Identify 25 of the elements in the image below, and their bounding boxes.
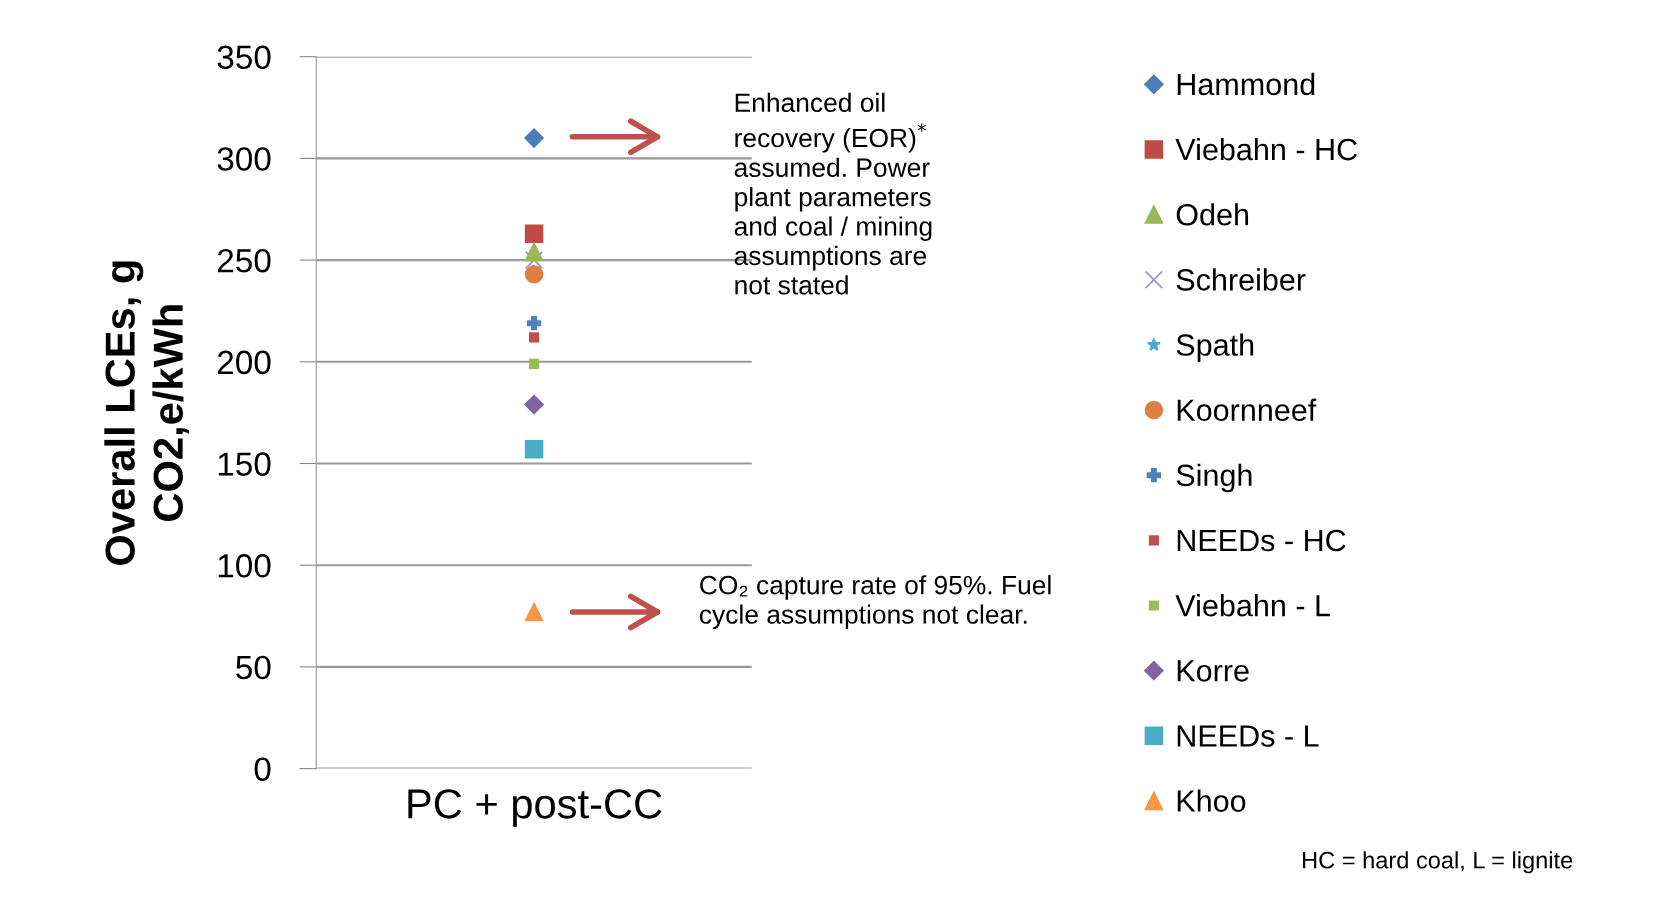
legend-label: Spath: [1176, 333, 1254, 362]
y-tick-label: 50: [236, 655, 271, 680]
annotation: CO₂ capture rate of 95%. Fuel cycle assumptions not clear.: [699, 575, 1051, 630]
legend-label: NEEDs - HC: [1177, 529, 1346, 552]
y-tick-label: 0: [254, 757, 271, 782]
y-tick-label: 350: [217, 45, 271, 70]
legend-label: Odeh: [1176, 203, 1249, 226]
legend-label: Singh: [1176, 463, 1252, 493]
legend-label: Korre: [1177, 660, 1249, 682]
text: Enhanced oil recovery (EOR)$^{*}$ assumed. Power plant parameters and coal / mining assumptions are not stated: [734, 92, 932, 295]
y-tick-label: 100: [218, 554, 271, 578]
legend-label: Viebahn - L: [1175, 594, 1330, 617]
y-tick-label: 300: [217, 147, 271, 171]
y-tick-label: 200: [217, 350, 271, 375]
legend-label: Schreiber: [1176, 268, 1306, 291]
legend-label: Hammond: [1177, 72, 1315, 96]
y-tick-label: 250: [217, 248, 271, 273]
y-tick-label: 150: [218, 452, 271, 476]
legend-label: Viebahn - HC: [1175, 137, 1357, 161]
legend-label: NEEDs - L: [1177, 725, 1319, 747]
x-tick-label: PC + post-CC: [408, 789, 662, 827]
y-axis-title: Overall LCEs, g CO2,e/kWh: [104, 261, 190, 565]
text: HC = hard coal, L = lignite: [1303, 851, 1573, 874]
legend-label: Khoo: [1177, 789, 1246, 812]
legend-label: Koornneef: [1177, 398, 1317, 422]
